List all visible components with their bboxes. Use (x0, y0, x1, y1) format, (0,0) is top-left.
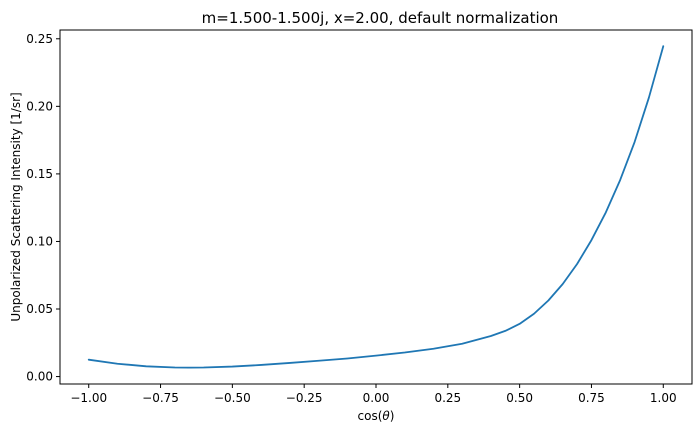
x-axis-label-prefix: cos( (358, 409, 383, 423)
x-tick-label: 0.50 (506, 391, 533, 405)
x-tick-label: −0.50 (214, 391, 251, 405)
x-axis: −1.00 −0.75 −0.50 −0.25 0.00 0.25 0.50 0.75 1.00 (70, 384, 677, 405)
y-tick-label: 0.10 (26, 234, 53, 248)
x-tick-label: 0.00 (363, 391, 390, 405)
y-tick-label: 0.20 (26, 99, 53, 113)
x-tick-label: −0.25 (286, 391, 323, 405)
series-line-0 (87, 45, 665, 369)
x-axis-label: cos(θ) (358, 409, 395, 423)
x-axis-label-suffix: ) (390, 409, 395, 423)
y-tick-label: 0.25 (26, 32, 53, 46)
y-axis: 0.00 0.05 0.10 0.15 0.20 0.25 (26, 32, 60, 384)
x-tick-label: −1.00 (70, 391, 107, 405)
y-axis-label: Unpolarized Scattering Intensity [1/sr] (9, 92, 23, 321)
x-tick-label: 0.25 (434, 391, 461, 405)
x-tick-label: −0.75 (142, 391, 179, 405)
y-tick-label: 0.15 (26, 167, 53, 181)
x-axis-label-symbol: θ (382, 409, 390, 423)
y-tick-label: 0.05 (26, 302, 53, 316)
chart-title: m=1.500-1.500j, x=2.00, default normaliz… (202, 9, 559, 27)
series-layer (87, 45, 665, 369)
x-tick-label: 1.00 (650, 391, 677, 405)
x-tick-label: 0.75 (578, 391, 605, 405)
y-tick-label: 0.00 (26, 370, 53, 384)
